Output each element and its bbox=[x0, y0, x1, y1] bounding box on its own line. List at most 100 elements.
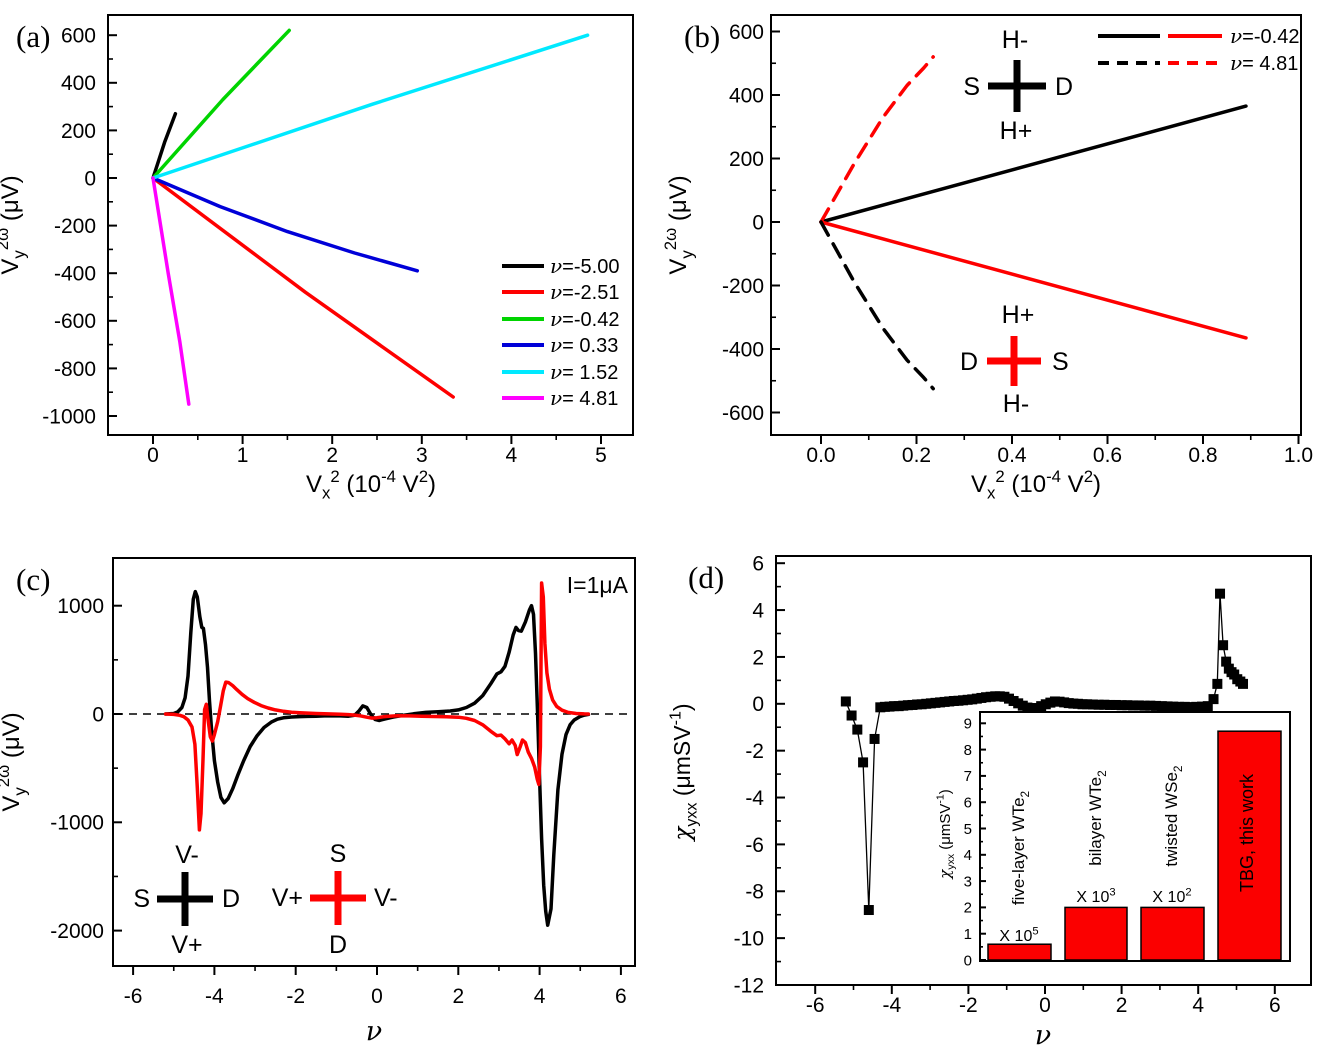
svg-text:1000: 1000 bbox=[57, 595, 104, 618]
panel-c-series-0 bbox=[163, 589, 591, 927]
inset-bar-0 bbox=[987, 943, 1052, 961]
panel-c-cross-1-icon: S V+ V- D bbox=[272, 840, 398, 959]
svg-text:-400: -400 bbox=[54, 263, 96, 286]
svg-text:D: D bbox=[329, 931, 347, 959]
svg-text:-8: -8 bbox=[745, 881, 764, 904]
panel-d-frame bbox=[775, 555, 1312, 986]
panel-b-cross-0-icon: H- S D H+ bbox=[963, 26, 1073, 145]
panel-a-series-0 bbox=[151, 111, 178, 180]
svg-text:6: 6 bbox=[1269, 994, 1281, 1017]
svg-text:-6: -6 bbox=[124, 985, 143, 1008]
panel-a-series-4 bbox=[151, 33, 590, 180]
svg-text:D: D bbox=[960, 348, 978, 376]
panel-a-series-2 bbox=[151, 28, 291, 180]
svg-text:0: 0 bbox=[84, 167, 96, 190]
panel-c-series-1 bbox=[163, 581, 591, 832]
svg-text:Vy2ω (μV): Vy2ω (μV) bbox=[0, 712, 30, 811]
svg-text:0: 0 bbox=[1039, 994, 1051, 1017]
panel-a-legend: ν=-5.00ν=-2.51 ν=-0.42ν= 0.33 ν= 1.52ν= 4.… bbox=[502, 254, 619, 410]
svg-text:0.8: 0.8 bbox=[1188, 444, 1217, 467]
panel-a: 0 1 2 3 4 5 600 400 200 0 -200 -400 -600 -800 -1000 Vx2… bbox=[0, 14, 634, 503]
svg-text:χyxx (μmSV-1): χyxx (μmSV-1) bbox=[666, 703, 700, 842]
svg-text:0: 0 bbox=[92, 703, 104, 726]
svg-text:5: 5 bbox=[595, 444, 607, 467]
svg-text:0: 0 bbox=[371, 985, 383, 1008]
svg-text:1.0: 1.0 bbox=[1284, 444, 1313, 467]
svg-text:X 103: X 103 bbox=[1076, 886, 1115, 906]
svg-text:ν= 1.52: ν= 1.52 bbox=[550, 360, 618, 384]
panel-a-axes: 0 1 2 3 4 5 600 400 200 0 -200 -400 -600 -800 -1000 bbox=[42, 25, 607, 467]
svg-text:2: 2 bbox=[452, 985, 464, 1008]
svg-text:ν= 4.81: ν= 4.81 bbox=[1230, 51, 1298, 75]
svg-text:1: 1 bbox=[964, 926, 972, 943]
svg-text:Vx2 (10-4 V2): Vx2 (10-4 V2) bbox=[971, 467, 1101, 503]
svg-text:0.6: 0.6 bbox=[1093, 444, 1122, 467]
svg-text:-800: -800 bbox=[54, 358, 96, 381]
svg-text:ν=-2.51: ν=-2.51 bbox=[550, 280, 619, 304]
svg-text:6: 6 bbox=[615, 985, 627, 1008]
svg-text:V-: V- bbox=[175, 841, 199, 869]
svg-text:ν=-0.42: ν=-0.42 bbox=[550, 307, 619, 331]
svg-text:4: 4 bbox=[1192, 994, 1204, 1017]
svg-text:X 105: X 105 bbox=[999, 925, 1038, 945]
svg-text:I=1μA: I=1μA bbox=[567, 572, 629, 598]
svg-text:H-: H- bbox=[1002, 26, 1028, 54]
svg-text:-200: -200 bbox=[54, 215, 96, 238]
svg-text:S: S bbox=[963, 73, 980, 101]
panel-b-cross-1-icon: H+ D S H- bbox=[960, 301, 1069, 418]
svg-text:χyxx (μmSV-1): χyxx (μmSV-1) bbox=[935, 789, 958, 880]
svg-text:0: 0 bbox=[752, 211, 764, 234]
panel-c-cross-0-icon: V- S D V+ bbox=[133, 841, 240, 959]
panel-b-series-2 bbox=[819, 55, 935, 224]
svg-text:H+: H+ bbox=[1002, 301, 1035, 329]
svg-text:ν=-5.00: ν=-5.00 bbox=[550, 254, 619, 278]
svg-text:4: 4 bbox=[752, 599, 764, 622]
panel-c-axes: -6 -4 -2 0 2 4 6 1000 0 -1000 -2000 bbox=[50, 595, 626, 1008]
panel-d-inset-frame bbox=[979, 711, 1291, 962]
svg-text:(d): (d) bbox=[688, 560, 724, 595]
svg-text:ν: ν bbox=[366, 1016, 382, 1047]
panel-b-legend: ν=-0.42 ν= 4.81 bbox=[1098, 24, 1299, 75]
svg-text:-2: -2 bbox=[745, 740, 764, 763]
inset-bar-2 bbox=[1140, 906, 1205, 961]
svg-text:S: S bbox=[133, 885, 150, 913]
panel-b-frame bbox=[770, 14, 1302, 436]
svg-text:-4: -4 bbox=[745, 787, 764, 810]
svg-text:(b): (b) bbox=[684, 19, 720, 54]
svg-text:-4: -4 bbox=[882, 994, 901, 1017]
svg-text:H+: H+ bbox=[1000, 117, 1033, 145]
panel-b: 0.0 0.2 0.4 0.6 0.8 1.0 600 400 200 0 -200 -400 -600… bbox=[661, 14, 1313, 503]
svg-text:2: 2 bbox=[1116, 994, 1128, 1017]
svg-text:(c): (c) bbox=[16, 562, 50, 597]
svg-text:ν= 0.33: ν= 0.33 bbox=[550, 333, 618, 357]
svg-text:-12: -12 bbox=[734, 974, 764, 997]
svg-text:4: 4 bbox=[964, 847, 972, 864]
panel-b-axes: 0.0 0.2 0.4 0.6 0.8 1.0 600 400 200 0 -200 -400 -600 bbox=[722, 21, 1313, 467]
svg-text:-600: -600 bbox=[54, 310, 96, 333]
svg-text:0.2: 0.2 bbox=[902, 444, 931, 467]
svg-text:Vy2ω (μV): Vy2ω (μV) bbox=[0, 175, 29, 274]
svg-text:D: D bbox=[1055, 73, 1073, 101]
svg-text:-6: -6 bbox=[745, 834, 764, 857]
panel-d-inset-axes: 0 1 2 3 4 5 6 7 8 9 bbox=[964, 716, 986, 969]
panel-d: -6 -4 -2 0 2 4 6 6 4 2 0 -2 -4 -6 -8 -10 -12 ν χyxx (μmSV-… bbox=[666, 553, 1312, 1049]
svg-text:-200: -200 bbox=[722, 275, 764, 298]
panel-d-scatter-markers bbox=[840, 588, 1249, 916]
svg-text:3: 3 bbox=[416, 444, 428, 467]
panel-a-series-1 bbox=[151, 176, 455, 399]
svg-text:8: 8 bbox=[964, 742, 972, 759]
svg-text:(a): (a) bbox=[16, 19, 50, 54]
svg-text:S: S bbox=[330, 840, 347, 868]
svg-text:4: 4 bbox=[506, 444, 518, 467]
svg-text:S: S bbox=[1052, 348, 1069, 376]
svg-text:1: 1 bbox=[237, 444, 249, 467]
svg-text:-1000: -1000 bbox=[42, 405, 96, 428]
svg-text:Vy2ω (μV): Vy2ω (μV) bbox=[661, 175, 697, 274]
svg-text:Vx2 (10-4 V2): Vx2 (10-4 V2) bbox=[306, 467, 436, 503]
svg-text:3: 3 bbox=[964, 873, 972, 890]
inset-bar-1 bbox=[1064, 906, 1128, 961]
svg-text:-4: -4 bbox=[205, 985, 224, 1008]
svg-text:twisted WSe2: twisted WSe2 bbox=[1162, 765, 1185, 866]
